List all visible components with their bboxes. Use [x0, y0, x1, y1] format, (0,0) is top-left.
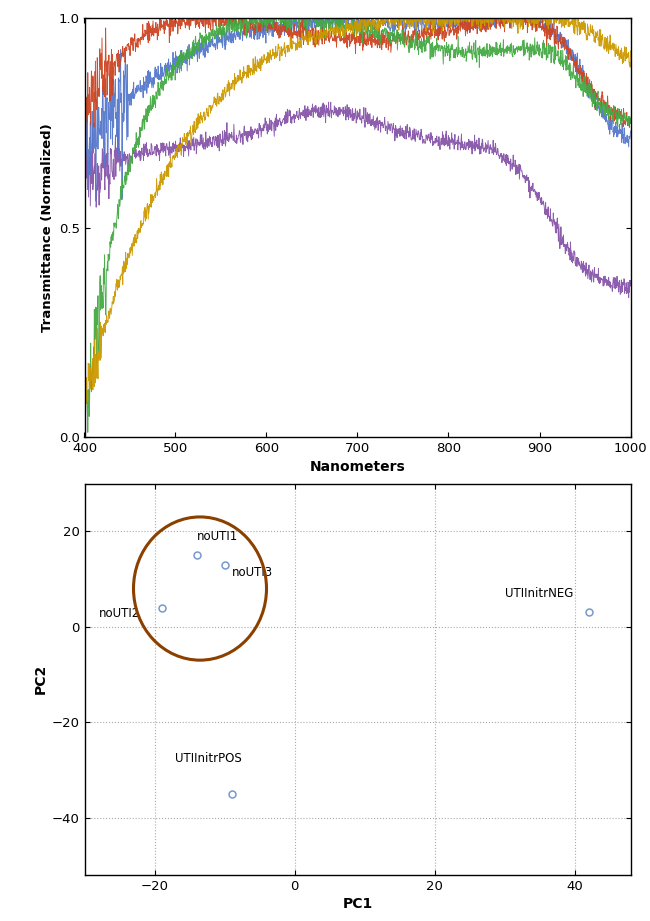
- Text: noUTI1: noUTI1: [196, 530, 238, 543]
- Text: UTIInitrPOS: UTIInitrPOS: [176, 752, 242, 765]
- X-axis label: Nanometers: Nanometers: [309, 460, 406, 473]
- X-axis label: PC1: PC1: [343, 897, 372, 911]
- Text: UTIInitrNEG: UTIInitrNEG: [504, 588, 573, 600]
- Y-axis label: Transmittance (Normalized): Transmittance (Normalized): [42, 123, 55, 332]
- Text: noUTI3: noUTI3: [231, 566, 272, 579]
- Text: noUTI2: noUTI2: [99, 607, 140, 620]
- Y-axis label: PC2: PC2: [33, 664, 47, 694]
